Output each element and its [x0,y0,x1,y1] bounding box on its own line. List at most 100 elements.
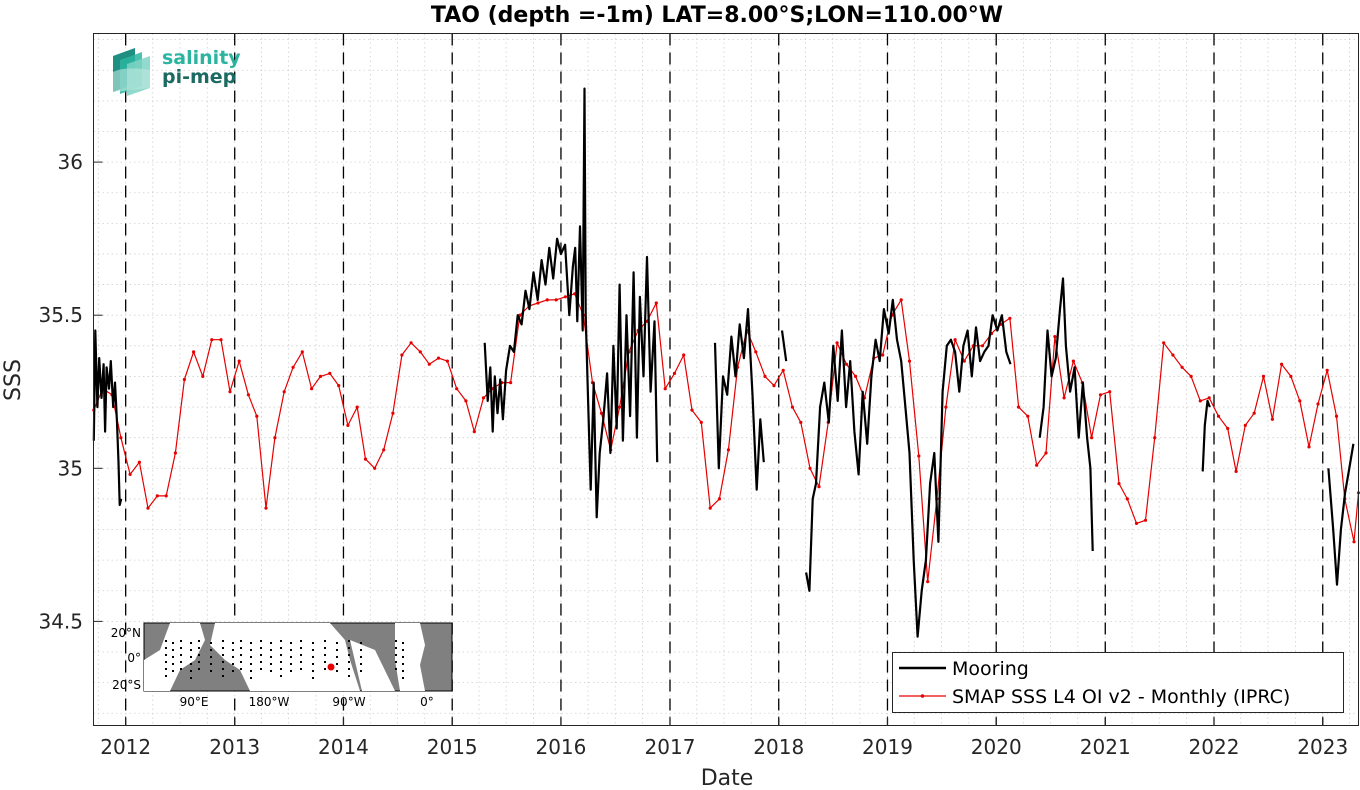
plot-frame [93,33,1359,726]
x-axis-label: Date [701,766,754,790]
station-dot [180,654,182,656]
station-dot [172,642,174,644]
smap-point [1053,335,1057,339]
smap-point [1226,426,1230,431]
smap-point [726,448,731,452]
station-dot [190,656,192,658]
smap-point [1044,451,1048,455]
y-tick-label-35: 35 [58,456,83,480]
mooring-segment [483,87,659,519]
station-dot [240,654,242,656]
station-dot [348,661,350,663]
smap-point [618,405,622,409]
station-dot [198,647,200,649]
station-dot [172,656,174,658]
smap-point [1189,374,1193,378]
station-dot [165,640,167,642]
smap-point [917,454,921,458]
smap-point [1134,521,1139,526]
station-dot [260,668,262,670]
smap-point [1243,423,1247,427]
legend-label-mooring: Mooring [952,658,1029,680]
smap-point [754,350,758,354]
smap-point [1125,497,1129,501]
station-dot [240,640,242,642]
station-dot [180,647,182,649]
station-dot [210,670,212,672]
x-tick-label-2020: 2020 [971,735,1022,759]
smap-point [1162,341,1166,345]
station-dot [240,661,242,663]
station-dot [270,670,272,672]
smap-point [182,377,186,382]
smap-point [899,298,903,302]
station-dot [232,663,234,665]
smap-point [1108,390,1112,394]
station-dot [360,642,362,644]
station-dot [290,649,292,651]
station-dot [336,642,338,644]
station-dot [172,663,174,665]
smap-point [854,374,858,378]
mooring-segment [780,330,788,362]
smap-point [835,341,839,345]
smap-point [808,466,812,470]
station-dot [222,654,224,656]
smap-point [1153,436,1157,440]
x-tick-label-2013: 2013 [209,735,260,759]
x-tick-label-2015: 2015 [427,735,478,759]
station-dot [232,656,234,658]
station-dot [260,654,262,656]
smap-point [300,350,304,354]
station-dot [210,656,212,658]
x-tick-label-2023: 2023 [1297,735,1348,759]
station-dot [165,647,167,649]
smap-point [373,466,377,470]
station-dot [336,663,338,665]
smap-point [173,451,177,455]
y-tick-label-35.5: 35.5 [38,303,83,327]
smap-point [962,359,966,363]
smap-point [128,472,132,476]
station-dot [312,642,314,644]
station-dot [240,668,242,670]
station-dot [395,647,397,649]
inset-lon-tick-2: 90°W [332,695,365,709]
smap-point [1270,417,1274,421]
station-dot [190,649,192,651]
smap-point [346,423,350,427]
station-dot [348,640,350,642]
smap-point [1071,359,1075,363]
smap-point [418,350,422,354]
station-dot [222,675,224,677]
smap-point [1198,399,1202,403]
station-dot [402,663,404,665]
smap-point [781,368,785,372]
station-dot [300,668,302,670]
smap-point [545,298,549,302]
smap-point [464,399,468,403]
smap-point [219,338,223,342]
station-dot [324,668,326,670]
x-tick-label-2022: 2022 [1189,735,1240,759]
x-tick-label-2019: 2019 [862,735,913,759]
y-tick-label-34.5: 34.5 [38,609,83,633]
station-dot [348,668,350,670]
station-dot [280,668,282,670]
smap-point [717,497,722,501]
station-dot [360,656,362,658]
station-dot [222,661,224,663]
smap-point [682,353,686,357]
station-dot [180,640,182,642]
smap-point [137,460,141,464]
smap-point [772,384,776,388]
station-dot [312,663,314,665]
station-dot [210,663,212,665]
station-dot [232,670,234,672]
station-dot [190,677,192,679]
legend-label-smap: SMAP SSS L4 OI v2 - Monthly (IPRC) [952,686,1290,708]
station-dot [395,654,397,656]
station-dot [290,663,292,665]
station-dot [280,647,282,649]
